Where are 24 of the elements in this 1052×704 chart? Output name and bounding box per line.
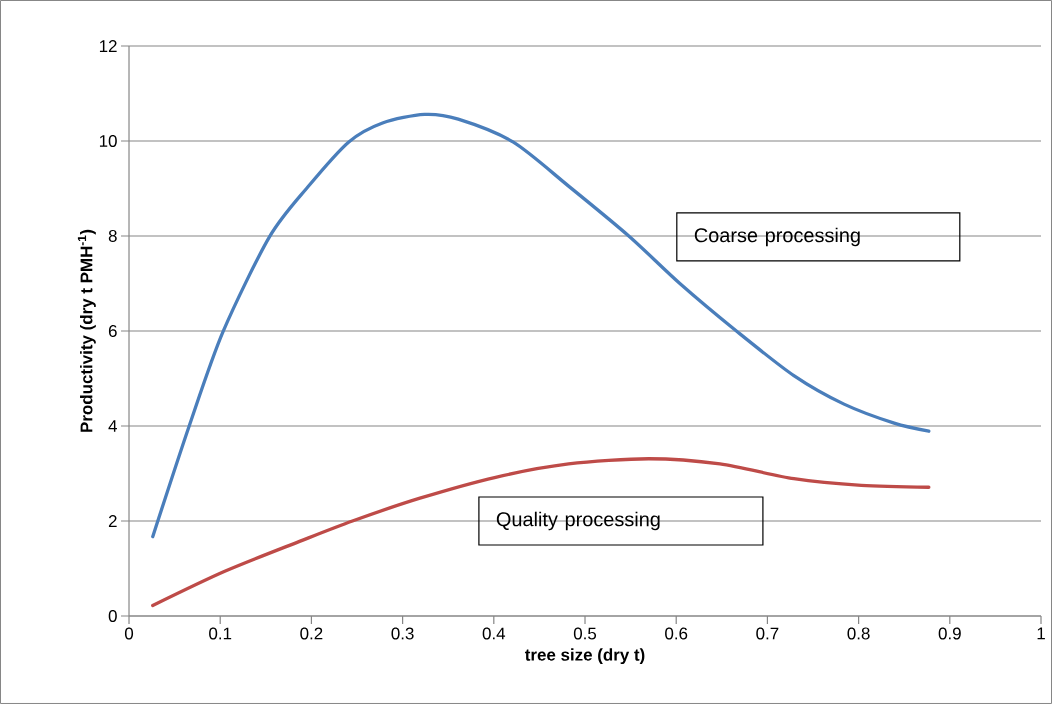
line-series xyxy=(151,112,931,539)
y-tick-label: 8 xyxy=(108,229,117,242)
x-tick-label: 0.3 xyxy=(391,627,414,640)
line-series xyxy=(151,457,931,608)
x-tick-label: 0 xyxy=(124,627,134,640)
x-tick-label: 0.4 xyxy=(482,627,506,640)
y-axis-title: Productivity (dry t PMH$^{-1}$) xyxy=(77,229,96,432)
y-tick-label: 4 xyxy=(108,420,117,432)
x-axis-title: tree size (dry t) xyxy=(524,648,645,665)
x-tick-label: 0.5 xyxy=(573,627,597,640)
y-tick-label: 6 xyxy=(108,324,117,337)
series-label: Quality processing xyxy=(496,511,660,531)
y-tick-label: 12 xyxy=(99,40,117,52)
x-tick-label: 0.1 xyxy=(209,627,232,640)
x-tick-label: 0.7 xyxy=(756,627,779,640)
y-tick-label: 10 xyxy=(99,134,117,147)
x-tick-label: 0.2 xyxy=(300,627,323,640)
x-tick-label: 0.6 xyxy=(665,627,688,640)
x-tick-label: 0.8 xyxy=(847,627,870,640)
x-tick-label: 1 xyxy=(1037,627,1045,640)
y-tick-label: 2 xyxy=(108,515,117,527)
y-tick-label: 0 xyxy=(108,609,117,622)
x-tick-label: 0.9 xyxy=(938,627,961,640)
series-label: Coarse processing xyxy=(694,227,860,247)
